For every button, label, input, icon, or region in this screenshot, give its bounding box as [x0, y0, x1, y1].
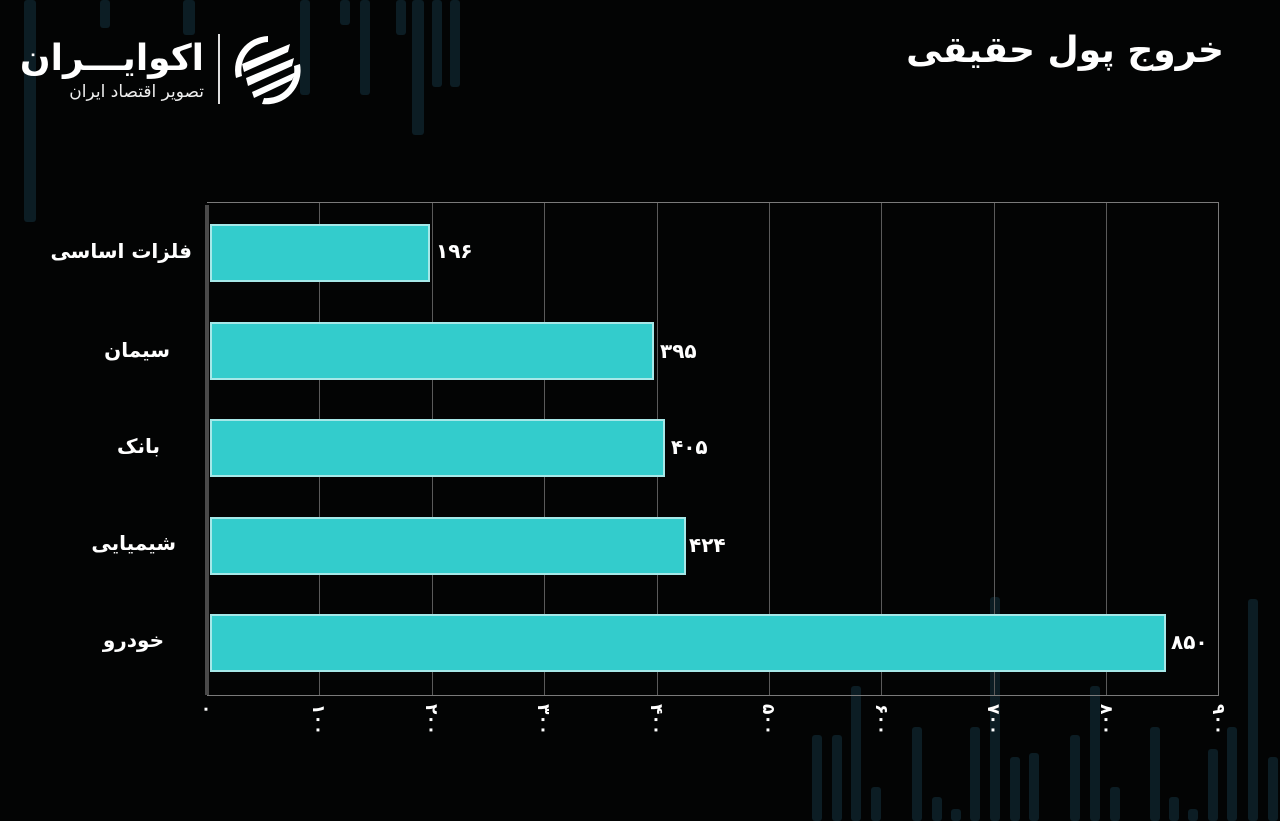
- bar-bank: [210, 419, 665, 477]
- bar-value-label: ۱۹۶: [436, 239, 473, 263]
- category-label: خودرو: [102, 628, 164, 652]
- y-axis-line: [205, 205, 209, 695]
- category-label: بانک: [116, 434, 160, 458]
- bar-chemical: [210, 517, 686, 575]
- x-tick-label: ۸۰۰: [1096, 704, 1116, 736]
- category-label: سیمان: [104, 338, 170, 362]
- logo-divider: [218, 34, 220, 104]
- x-tick-label: ۱۰۰: [308, 704, 328, 736]
- bar-automotive: [210, 614, 1166, 672]
- gridline: [994, 203, 995, 695]
- brand-name: اکوایـــران: [19, 38, 204, 79]
- x-tick-label: ۲۰۰: [421, 704, 441, 736]
- category-label: شیمیایی: [91, 531, 176, 555]
- x-tick-label: ۷۰۰: [983, 704, 1003, 736]
- gridline: [769, 203, 770, 695]
- gridline: [881, 203, 882, 695]
- category-label: فلزات اساسی: [50, 239, 192, 263]
- bar-value-label: ۸۵۰: [1171, 630, 1208, 654]
- bar-value-label: ۴۰۵: [671, 435, 708, 459]
- brand-tagline: تصویر اقتصاد ایران: [69, 82, 204, 102]
- bar-value-label: ۴۲۴: [689, 533, 726, 557]
- x-tick-label: ۰: [196, 704, 216, 715]
- bar-value-label: ۳۹۵: [660, 339, 697, 363]
- bar-cement: [210, 322, 654, 380]
- x-tick-label: ۴۰۰: [646, 704, 666, 736]
- x-tick-label: ۳۰۰: [533, 704, 553, 736]
- x-tick-label: ۹۰۰: [1208, 704, 1228, 736]
- x-tick-label: ۶۰۰: [871, 704, 891, 736]
- logo-swoosh-icon: [235, 36, 301, 105]
- gridline: [1106, 203, 1107, 695]
- bar-basic-metals: [210, 224, 430, 282]
- x-tick-label: ۵۰۰: [758, 704, 778, 736]
- chart-title: خروج پول حقیقی: [906, 30, 1224, 71]
